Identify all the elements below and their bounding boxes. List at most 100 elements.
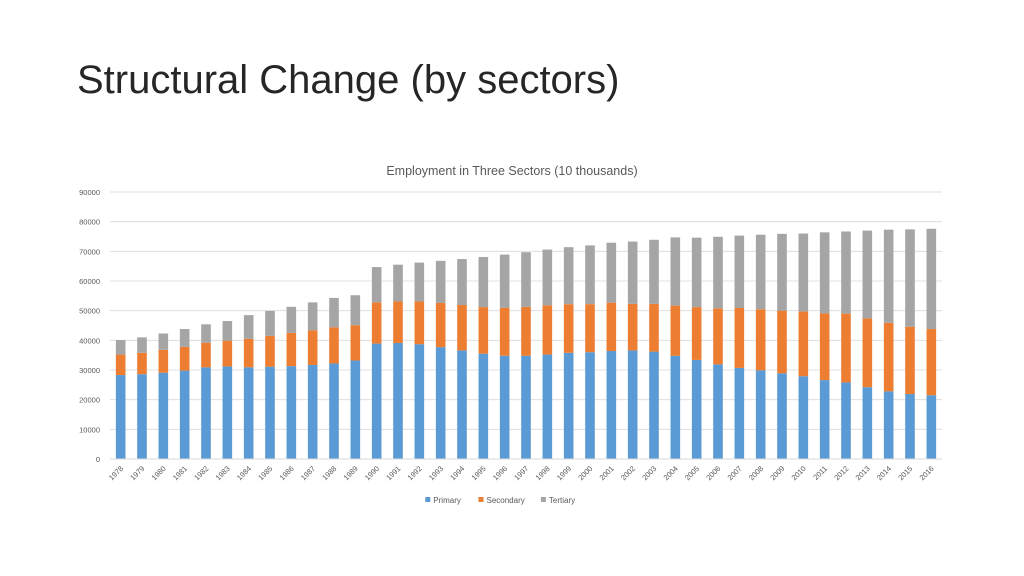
x-tick-label: 1980 (150, 464, 168, 482)
y-tick-label: 70000 (79, 247, 100, 256)
bar-secondary-1980 (158, 349, 169, 373)
bar-tertiary-1995 (478, 256, 489, 308)
bar-secondary-1986 (286, 332, 297, 367)
bar-tertiary-2006 (713, 236, 723, 309)
bar-secondary-1990 (371, 302, 382, 344)
bar-secondary-1999 (563, 304, 574, 353)
bar-primary-2007 (734, 367, 745, 459)
bar-secondary-1992 (414, 301, 425, 345)
x-tick-label: 1999 (555, 464, 573, 482)
x-tick-label: 2000 (576, 464, 594, 482)
x-tick-label: 2004 (662, 464, 680, 482)
x-axis-labels: 1978 1979 1980 1981 1982 1983 1984 1985 1986 1987… (107, 464, 936, 482)
bar-primary-2010 (798, 376, 809, 459)
x-tick-label: 1997 (512, 464, 530, 482)
bar-primary-2009 (777, 373, 787, 459)
legend-swatch-primary (425, 497, 431, 502)
bar-primary-1993 (435, 347, 446, 459)
x-tick-label: 1978 (107, 464, 125, 482)
bar-secondary-1985 (265, 335, 275, 367)
bar-tertiary-1978 (115, 340, 126, 355)
y-tick-label: 10000 (79, 425, 100, 434)
bar-primary-2013 (862, 387, 873, 459)
bar-tertiary-1993 (435, 260, 446, 303)
x-tick-label: 1993 (427, 464, 445, 482)
bar-secondary-2012 (841, 313, 851, 383)
bars (115, 228, 937, 459)
x-tick-label: 2006 (704, 464, 722, 482)
bar-primary-1991 (393, 343, 403, 459)
x-tick-label: 2010 (790, 464, 808, 482)
bar-primary-1995 (478, 353, 489, 459)
bar-tertiary-2005 (691, 237, 702, 308)
x-tick-label: 2014 (875, 464, 893, 482)
bar-primary-1997 (521, 355, 531, 459)
bar-secondary-1988 (329, 327, 339, 364)
bar-secondary-2008 (755, 309, 766, 371)
bar-secondary-2016 (926, 329, 937, 396)
y-tick-label: 80000 (79, 218, 100, 227)
legend-label-tertiary: Tertiary (549, 496, 575, 505)
bar-secondary-1993 (435, 302, 446, 348)
y-tick-label: 60000 (79, 277, 100, 286)
bar-primary-2016 (926, 395, 937, 459)
x-tick-label: 1981 (171, 464, 189, 482)
bar-tertiary-2004 (670, 237, 681, 306)
x-tick-label: 1996 (491, 464, 509, 482)
chart-title: Employment in Three Sectors (10 thousand… (386, 164, 637, 178)
bar-tertiary-2000 (585, 245, 595, 305)
x-tick-label: 2013 (854, 464, 872, 482)
x-tick-label: 1994 (448, 464, 466, 482)
bar-primary-1979 (137, 374, 147, 459)
bar-tertiary-2016 (926, 228, 937, 330)
bar-tertiary-2002 (627, 241, 638, 304)
bar-primary-2015 (905, 394, 915, 459)
bar-primary-2001 (606, 351, 617, 459)
bar-tertiary-2013 (862, 230, 873, 319)
x-tick-label: 2008 (747, 464, 765, 482)
bar-secondary-1981 (179, 346, 190, 371)
bar-primary-2004 (670, 355, 681, 459)
y-tick-label: 20000 (79, 396, 100, 405)
bar-tertiary-1986 (286, 306, 297, 333)
bar-tertiary-1999 (563, 247, 574, 305)
bar-primary-2008 (755, 370, 766, 459)
bar-secondary-2013 (862, 318, 873, 388)
bar-secondary-2003 (649, 303, 659, 352)
bar-secondary-2009 (777, 310, 787, 374)
bar-primary-1981 (179, 370, 190, 459)
y-tick-label: 30000 (79, 366, 100, 375)
bar-tertiary-2014 (883, 229, 894, 323)
legend: Primary Secondary Tertiary (425, 496, 575, 505)
x-tick-label: 2009 (768, 464, 786, 482)
bar-primary-1992 (414, 344, 425, 459)
y-tick-label: 40000 (79, 336, 100, 345)
bar-secondary-2014 (883, 322, 894, 392)
legend-swatch-tertiary (540, 497, 546, 502)
bar-tertiary-1987 (307, 302, 318, 331)
slide-title: Structural Change (by sectors) (77, 58, 620, 102)
x-tick-label: 2005 (683, 464, 701, 482)
bar-tertiary-1997 (521, 252, 531, 307)
bar-tertiary-2008 (755, 234, 766, 310)
x-tick-label: 1985 (256, 464, 274, 482)
x-tick-label: 1995 (470, 464, 488, 482)
bar-primary-1978 (115, 375, 126, 459)
bar-secondary-1998 (542, 305, 553, 355)
bar-secondary-2001 (606, 302, 617, 352)
x-tick-label: 2003 (640, 464, 658, 482)
bar-tertiary-2010 (798, 233, 809, 312)
bar-primary-1987 (307, 364, 318, 459)
bar-secondary-1994 (457, 305, 467, 351)
bar-tertiary-1983 (222, 321, 233, 341)
bar-tertiary-1988 (329, 297, 339, 328)
bar-tertiary-2003 (649, 239, 659, 304)
bar-primary-1998 (542, 354, 553, 459)
legend-swatch-secondary (478, 497, 484, 502)
y-tick-label: 90000 (79, 188, 100, 197)
x-tick-label: 2012 (832, 464, 850, 482)
bar-secondary-2015 (905, 326, 915, 395)
bar-tertiary-1991 (393, 264, 403, 302)
bar-primary-1980 (158, 372, 169, 459)
bar-primary-1986 (286, 366, 297, 459)
